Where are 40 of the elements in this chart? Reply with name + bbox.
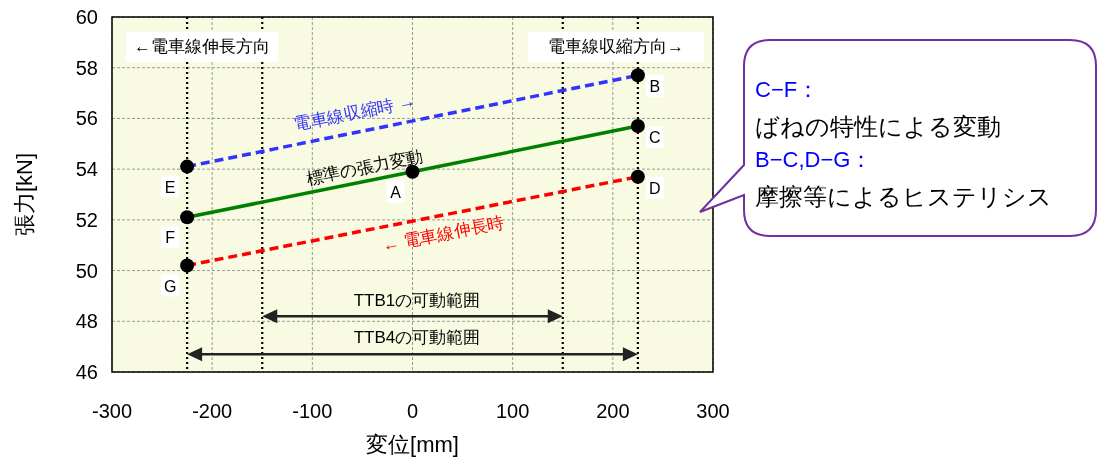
annotation: F — [165, 229, 176, 247]
annotation: TTB1の可動範囲 — [353, 291, 481, 310]
point — [180, 258, 195, 273]
annotation: E — [164, 178, 176, 196]
text: 摩擦等によるヒステリシス — [755, 183, 1052, 210]
annotation: C — [649, 129, 661, 147]
text: ばねの特性による変動 — [755, 113, 1001, 140]
annotation: ←電車線伸長方向 — [134, 37, 270, 56]
y-tick-label: 60 — [75, 6, 98, 28]
y-axis-title: 張力[kN] — [12, 152, 37, 237]
y-tick-label: 56 — [75, 107, 98, 130]
point — [630, 119, 645, 134]
annotation: TTB4の可動範囲 — [353, 328, 481, 347]
x-tick-label: 0 — [406, 400, 419, 422]
x-tick-label: 200 — [596, 400, 630, 422]
x-tick-label: 300 — [696, 400, 730, 422]
annotation: G — [163, 277, 177, 295]
y-tick-label: 52 — [75, 208, 98, 231]
point — [630, 169, 645, 184]
annotation: B — [649, 78, 661, 96]
x-tick-label: -300 — [91, 400, 133, 422]
x-tick-label: 100 — [495, 400, 530, 422]
x-axis-title: 変位[mm] — [366, 432, 459, 457]
point — [630, 68, 645, 83]
y-tick-label: 54 — [75, 158, 98, 181]
y-tick-label: 58 — [75, 56, 98, 79]
annotation: D — [649, 179, 661, 197]
text: B−C,D−G： — [755, 147, 873, 172]
text: ← 電車線伸長時 — [380, 212, 506, 256]
x-tick-label: -200 — [192, 400, 233, 422]
y-tick-label: 48 — [75, 310, 98, 333]
annotation: A — [390, 183, 402, 201]
annotation: 電車線収縮方向→ — [548, 37, 684, 56]
text: C−F： — [755, 77, 820, 102]
text: 電車線収縮時 → — [292, 91, 418, 135]
point — [180, 159, 195, 174]
y-tick-label: 50 — [75, 259, 98, 282]
y-tick-label: 46 — [75, 361, 98, 383]
point — [180, 210, 195, 225]
x-tick-label: -100 — [292, 400, 333, 422]
